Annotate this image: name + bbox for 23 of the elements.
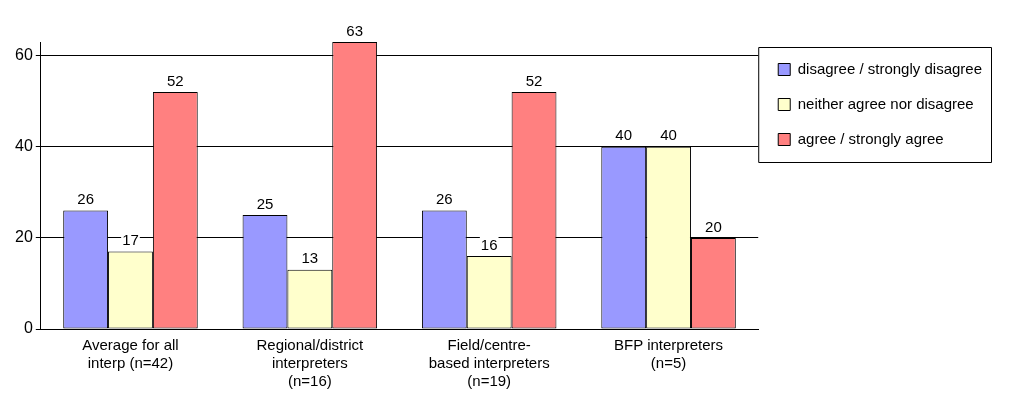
data-label: 52 xyxy=(525,71,543,89)
legend-label: agree / strongly agree xyxy=(797,129,944,147)
x-tick-label: Regional/district interpreters (n=16) xyxy=(256,336,365,390)
data-label: 25 xyxy=(256,194,274,212)
x-tick-label: Average for all interp (n=42) xyxy=(82,336,179,372)
legend-label: neither agree nor disagree xyxy=(797,94,974,112)
y-tick-label: 40 xyxy=(15,137,33,155)
y-tick-label: 0 xyxy=(23,319,33,337)
data-label: 26 xyxy=(77,190,94,208)
data-label: 52 xyxy=(166,71,184,89)
data-label: 40 xyxy=(615,126,633,144)
data-label: 40 xyxy=(660,126,677,144)
x-tick-label: BFP interpreters (n=5) xyxy=(614,336,724,372)
x-tick-label: Field/centre-based interpreters (n=19) xyxy=(428,336,550,390)
data-label: 20 xyxy=(705,217,722,235)
data-label: 63 xyxy=(346,21,364,39)
data-label: 17 xyxy=(122,231,139,249)
data-label: 26 xyxy=(436,190,453,208)
y-tick-label: 60 xyxy=(15,46,33,64)
data-label: 13 xyxy=(301,249,319,267)
legend-label: disagree / strongly disagree xyxy=(797,59,983,77)
y-tick-label: 20 xyxy=(15,228,33,246)
data-label: 16 xyxy=(480,235,498,253)
